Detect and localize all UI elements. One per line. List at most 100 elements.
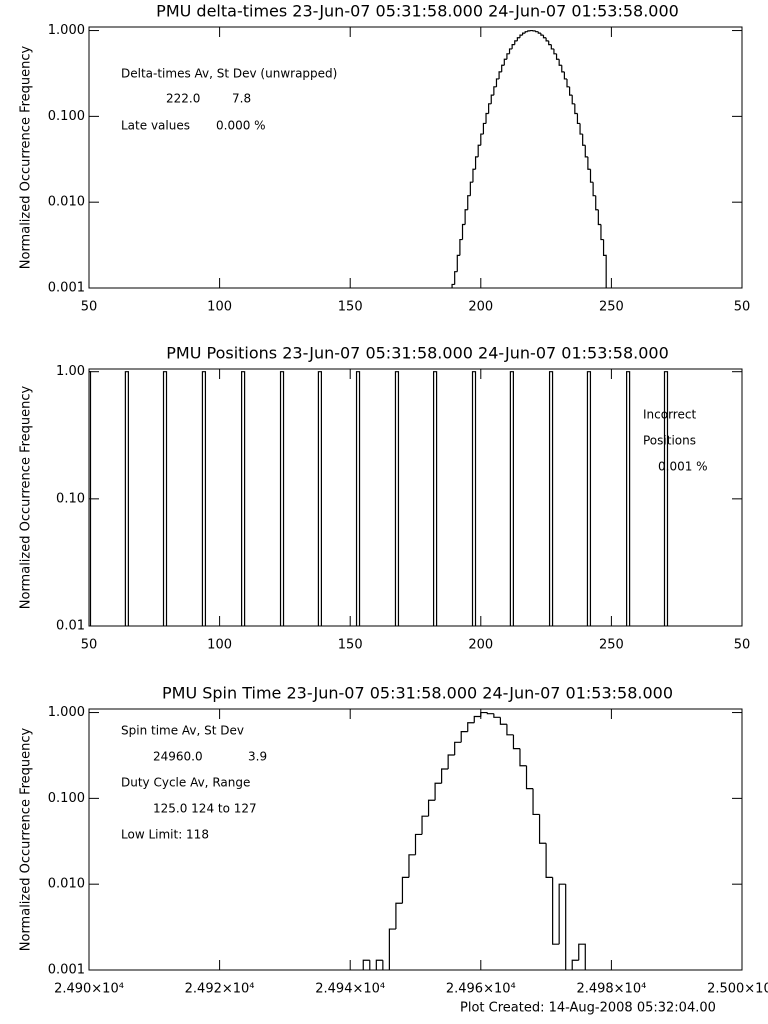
histogram-step — [447, 754, 455, 769]
histogram-step — [587, 156, 591, 170]
histogram-step — [545, 37, 549, 42]
annotation: Incorrect — [643, 408, 696, 422]
histogram-step — [561, 65, 565, 73]
axes-frame — [88, 26, 743, 289]
x-tick-label: 150 — [338, 300, 363, 315]
plot-area — [451, 29, 607, 288]
x-tick-label: 150 — [338, 638, 363, 653]
x-tick-label: 2.492×10⁴ — [185, 982, 255, 997]
histogram-step — [574, 103, 578, 115]
histogram-step — [499, 717, 507, 725]
spike — [241, 371, 246, 626]
histogram-step — [482, 122, 487, 135]
spike — [201, 371, 207, 626]
annotation: Delta-times Av, St Dev (unwrapped) — [121, 67, 337, 81]
histogram-step — [480, 711, 488, 717]
histogram-step — [408, 854, 416, 878]
histogram-step — [472, 168, 476, 183]
histogram-step — [506, 53, 510, 60]
histogram-step — [459, 238, 463, 256]
histogram-step — [525, 765, 534, 790]
histogram-step — [552, 877, 560, 945]
histogram-step — [388, 928, 396, 970]
histogram-step — [527, 30, 531, 32]
histogram-step — [550, 44, 554, 50]
histogram-step — [548, 40, 552, 46]
x-tick-label: 2.498×10⁴ — [576, 982, 646, 997]
histogram-step — [461, 223, 466, 240]
x-tick-label: 50 — [734, 638, 751, 653]
annotation: 125.0 124 to 127 — [153, 802, 257, 816]
annotation: 222.0 — [166, 92, 200, 106]
histogram-step — [375, 959, 383, 970]
x-tick-label: 2.500×10⁴ — [707, 982, 768, 997]
x-tick-label: 100 — [207, 300, 232, 315]
histogram-step — [456, 254, 460, 272]
histogram-step — [369, 960, 371, 970]
spike — [124, 371, 129, 626]
histogram-step — [537, 31, 541, 34]
histogram-step — [589, 169, 594, 183]
histogram-step — [558, 883, 566, 945]
histogram-step — [576, 113, 581, 125]
x-tick-label: 2.490×10⁴ — [54, 982, 124, 997]
x-tick-label: 50 — [81, 638, 98, 653]
annotation: Low Limit: 118 — [121, 828, 209, 842]
x-tick-label: 100 — [207, 638, 232, 653]
histogram-step — [540, 33, 544, 36]
histogram-step — [508, 48, 513, 54]
annotation: 3.9 — [248, 750, 267, 764]
histogram-step — [592, 182, 596, 197]
histogram-step — [532, 788, 540, 816]
histogram-step — [558, 59, 562, 66]
x-tick-label: 250 — [599, 638, 624, 653]
annotation: Late values — [121, 119, 190, 133]
y-tick-label: 0.001 — [48, 963, 85, 978]
histogram-step — [538, 814, 547, 844]
histogram-step — [474, 156, 479, 170]
histogram-step — [454, 741, 462, 756]
histogram-step — [514, 40, 518, 45]
histogram-step — [571, 95, 575, 105]
histogram-step — [595, 195, 599, 211]
histogram-step — [584, 145, 588, 158]
histogram-step — [460, 730, 468, 743]
plot-area — [362, 711, 586, 970]
histogram-step — [582, 134, 586, 146]
x-tick-label: 2.494×10⁴ — [315, 982, 385, 997]
spike — [89, 371, 92, 626]
chart-title: PMU Positions 23-Jun-07 05:31:58.000 24-… — [166, 344, 669, 363]
histogram-step — [451, 283, 455, 288]
y-tick-label: 0.010 — [48, 195, 85, 210]
spike — [317, 371, 323, 626]
y-tick-label: 1.000 — [48, 23, 85, 38]
histogram-step — [441, 768, 449, 784]
histogram-step — [493, 713, 501, 718]
histogram-step — [521, 32, 526, 36]
histogram-step — [480, 133, 484, 146]
histogram-step — [579, 123, 583, 135]
spike — [586, 371, 592, 626]
histogram-step — [553, 48, 557, 55]
histogram-step — [600, 224, 604, 241]
histogram-step — [467, 195, 471, 210]
histogram-step — [569, 86, 573, 96]
spike — [548, 371, 554, 626]
histogram-step — [516, 37, 520, 41]
histogram-step — [469, 181, 473, 196]
histogram-step — [602, 239, 607, 288]
y-tick-label: 1.000 — [48, 705, 85, 720]
x-tick-label: 200 — [468, 300, 493, 315]
spike — [432, 371, 438, 626]
histogram-step — [485, 112, 489, 124]
spike — [626, 371, 631, 626]
spike — [394, 371, 400, 626]
histogram-step — [486, 712, 494, 715]
histogram-step — [506, 724, 514, 736]
histogram-step — [524, 31, 528, 34]
spike — [663, 371, 669, 626]
histogram-step — [511, 43, 515, 49]
histogram-step — [421, 815, 429, 835]
axes-frame — [88, 368, 743, 627]
